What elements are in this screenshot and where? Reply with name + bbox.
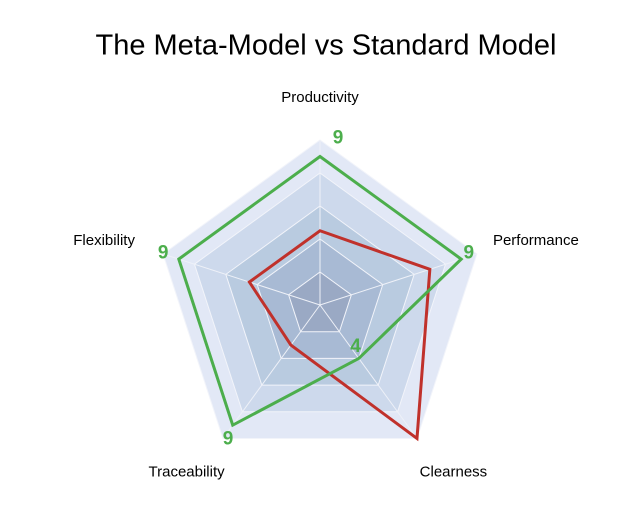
value-label: 9	[158, 243, 169, 264]
spoke	[222, 304, 321, 439]
axis-label: Clearness	[420, 463, 488, 480]
series-line	[177, 154, 464, 428]
axis-label: Traceability	[149, 463, 226, 480]
value-label: 9	[464, 243, 475, 264]
spoke	[319, 304, 418, 439]
value-label: 4	[350, 336, 361, 357]
spoke	[162, 253, 321, 306]
series-line	[247, 229, 432, 442]
value-label: 9	[223, 429, 234, 450]
value-label: 9	[333, 128, 344, 149]
chart-title: The Meta-Model vs Standard Model	[96, 30, 557, 62]
axis-label: Flexibility	[73, 232, 135, 249]
spoke	[319, 253, 478, 306]
axis-label: Performance	[493, 232, 579, 249]
axis-label: Productivity	[281, 89, 359, 106]
